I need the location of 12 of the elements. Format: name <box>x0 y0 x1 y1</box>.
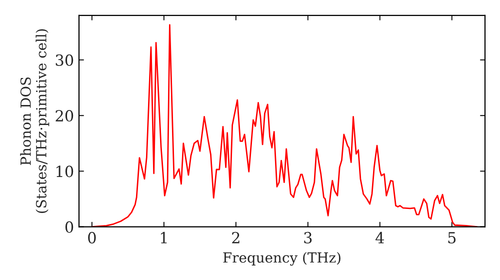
x-tick-label: 2 <box>232 232 240 244</box>
x-tick-label: 4 <box>376 232 384 244</box>
x-tick-label: 0 <box>88 232 96 244</box>
x-tick-label: 5 <box>448 232 456 244</box>
y-tick-label: 0 <box>65 221 74 233</box>
y-axis-title: Phonon DOS (States/THz·primitive cell) <box>20 29 50 213</box>
y-tick-label: 10 <box>56 166 74 178</box>
y-tick-label: 30 <box>56 54 74 66</box>
x-tick-label: 1 <box>160 232 167 244</box>
y-tick-label: 20 <box>56 110 74 122</box>
x-axis-title: Frequency (THz) <box>223 252 340 266</box>
x-tick-label: 3 <box>304 232 312 244</box>
